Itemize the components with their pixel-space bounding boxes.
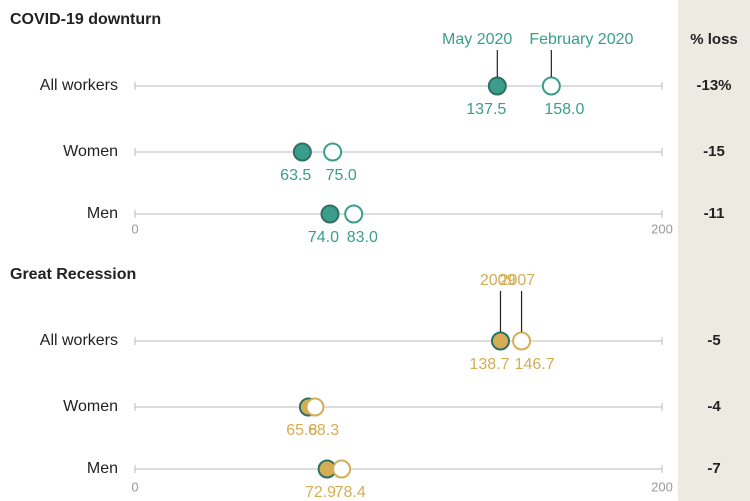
loss-value: -13%: [696, 77, 731, 94]
value-label: 137.5: [466, 101, 506, 118]
loss-value: -15: [703, 143, 725, 160]
value-label: 146.7: [515, 356, 555, 373]
panel-title: Great Recession: [10, 266, 136, 283]
dot: [292, 142, 312, 162]
dot: [512, 331, 532, 351]
dot: [305, 397, 325, 417]
category-label: Women: [63, 398, 118, 415]
value-label: 63.5: [280, 167, 311, 184]
dot: [487, 76, 507, 96]
x-tick-label: 200: [651, 221, 673, 236]
x-tick-label: 0: [131, 479, 138, 494]
value-label: 68.3: [308, 422, 339, 439]
series-label: February 2020: [529, 31, 633, 48]
category-label: All workers: [40, 77, 118, 94]
dot: [344, 204, 364, 224]
loss-value: -7: [707, 460, 720, 477]
x-tick-label: 0: [131, 221, 138, 236]
loss-value: -4: [707, 398, 721, 415]
loss-value: -5: [707, 332, 720, 349]
x-tick-label: 200: [651, 479, 673, 494]
series-label: May 2020: [442, 31, 512, 48]
value-label: 74.0: [308, 229, 339, 246]
value-label: 83.0: [347, 229, 378, 246]
category-label: Women: [63, 143, 118, 160]
dot: [320, 204, 340, 224]
series-label: 2009: [480, 272, 516, 289]
category-label: All workers: [40, 332, 118, 349]
dot: [541, 76, 561, 96]
value-label: 72.9: [305, 484, 336, 501]
value-label: 138.7: [469, 356, 509, 373]
loss-header: % loss: [690, 31, 738, 48]
loss-value: -11: [704, 205, 725, 222]
dot: [332, 459, 352, 479]
category-label: Men: [87, 460, 118, 477]
value-label: 158.0: [544, 101, 584, 118]
value-label: 78.4: [335, 484, 366, 501]
panel-title: COVID-19 downturn: [10, 11, 161, 28]
value-label: 75.0: [326, 167, 357, 184]
loss-column: [678, 0, 750, 501]
value-label: 65.8: [286, 422, 317, 439]
category-label: Men: [87, 205, 118, 222]
dot: [490, 331, 510, 351]
series-label: 2007: [500, 272, 536, 289]
dot: [323, 142, 343, 162]
